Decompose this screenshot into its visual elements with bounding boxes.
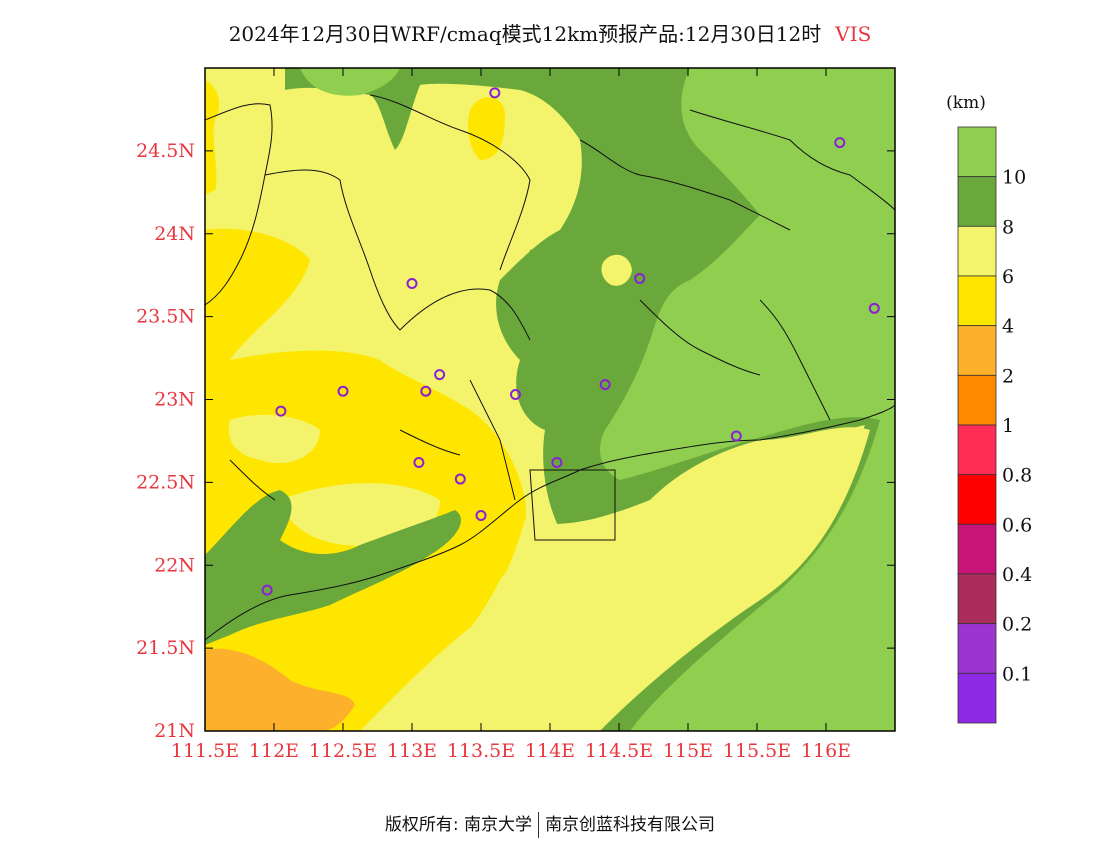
field-vis-6-8-patch-a: [228, 414, 320, 464]
field-vis-4-6-north: [205, 80, 220, 195]
copyright-footer: 版权所有: 南京大学 南京创蓝科技有限公司: [0, 810, 1100, 838]
legend-swatch: [957, 474, 997, 525]
footer-left: 版权所有: 南京大学: [384, 815, 533, 835]
variable-label: VIS: [835, 22, 872, 46]
lon-tick-label: 116E: [801, 740, 851, 762]
title-text: 2024年12月30日WRF/cmaq模式12km预报产品:12月30日12时: [228, 22, 822, 46]
legend-swatch: [957, 672, 997, 724]
boundary-line: [469, 379, 516, 501]
lat-axis: 21N 21.5N 22N 22.5N 23N 23.5N 24N 24.5N: [136, 140, 895, 742]
legend-swatch: [957, 374, 997, 426]
lat-tick-label: 23N: [154, 389, 195, 411]
station-marker: [406, 277, 418, 289]
station-marker: [434, 369, 446, 381]
map-title: 2024年12月30日WRF/cmaq模式12km预报产品:12月30日12时 V…: [0, 18, 1100, 47]
lon-tick-label: 111.5E: [171, 740, 239, 762]
legend-label: 0.1: [1002, 663, 1032, 685]
legend-label: 1: [1002, 415, 1014, 437]
station-marker: [868, 302, 880, 314]
lon-tick-label: 115E: [663, 740, 713, 762]
legend-label: 0.4: [1002, 564, 1032, 586]
boundary-line: [689, 109, 895, 211]
station-marker: [475, 510, 487, 522]
lat-tick-label: 22.5N: [136, 471, 195, 493]
legend-swatch: [957, 523, 997, 575]
field-vis-6-8-sea: [360, 425, 865, 731]
lat-tick-label: 24.5N: [136, 140, 195, 162]
field-vis-8-10-west: [205, 490, 461, 645]
lon-axis: 111.5E 112E 112.5E 113E 113.5E 114E 114.5E 115E…: [171, 68, 851, 762]
footer-separator: [538, 812, 540, 838]
lat-tick-label: 21N: [154, 720, 195, 742]
lat-tick-label: 21.5N: [136, 637, 195, 659]
lon-tick-label: 113.5E: [447, 740, 515, 762]
legend-swatch: [957, 325, 997, 376]
boundary-line: [579, 139, 791, 231]
field-vis-gt10-north: [300, 68, 400, 96]
legend-label: 4: [1002, 316, 1014, 338]
station-marker: [337, 385, 349, 397]
visibility-field: [205, 68, 895, 731]
field-vis-8-10-pocket: [527, 246, 605, 400]
legend-swatch: [957, 176, 997, 227]
boundary-lines: [205, 94, 895, 641]
station-marker: [634, 273, 646, 285]
lat-tick-label: 23.5N: [136, 306, 195, 328]
boundary-line: [529, 469, 616, 541]
legend-label: 8: [1002, 216, 1014, 238]
footer-right: 南京创蓝科技有限公司: [545, 815, 716, 835]
color-legend: 10 8 6 4 2 1 0.8 0.6 0.4 0.2 0.1: [957, 126, 1032, 724]
boundary-line: [399, 288, 531, 341]
lon-tick-label: 112.5E: [309, 740, 377, 762]
station-marker: [834, 137, 846, 149]
field-vis-4-6-patch: [468, 97, 505, 160]
station-marker: [599, 379, 611, 391]
boundary-line: [369, 94, 531, 271]
field-vis-6-8-patch-b: [280, 483, 440, 546]
field-vis-6-8-patch-c: [601, 254, 632, 286]
station-marker: [730, 430, 742, 442]
legend-swatch: [957, 573, 997, 625]
legend-label: 0.2: [1002, 614, 1032, 636]
legend-swatch: [957, 225, 997, 277]
field-vis-2-4: [205, 648, 355, 731]
station-marker: [489, 87, 501, 99]
legend-label: 0.8: [1002, 465, 1032, 487]
boundary-line: [639, 299, 761, 376]
station-marker: [454, 473, 466, 485]
station-markers: [261, 87, 880, 596]
lat-tick-label: 24N: [154, 223, 195, 245]
lon-tick-label: 112E: [249, 740, 299, 762]
boundary-line: [759, 299, 831, 421]
field-vis-gt10-sea: [640, 460, 895, 731]
legend-swatch: [957, 424, 997, 476]
legend-unit: (km): [946, 93, 986, 113]
lon-tick-label: 114E: [525, 740, 575, 762]
lat-tick-label: 22N: [154, 554, 195, 576]
station-marker: [420, 385, 432, 397]
lon-tick-label: 114.5E: [585, 740, 653, 762]
legend-label: 0.6: [1002, 514, 1032, 536]
lon-tick-label: 113E: [387, 740, 437, 762]
boundary-line: [229, 459, 276, 501]
legend-label: 10: [1002, 167, 1026, 189]
legend-swatch: [957, 275, 997, 327]
station-marker: [510, 389, 521, 401]
boundary-line: [264, 169, 401, 331]
legend-swatch: [957, 126, 997, 178]
lon-tick-label: 115.5E: [723, 740, 791, 762]
station-marker: [551, 456, 563, 468]
station-marker: [275, 405, 287, 417]
boundary-line: [399, 429, 461, 456]
coastline: [205, 404, 895, 641]
station-marker: [413, 456, 425, 468]
field-vis-gt10-east: [600, 68, 895, 731]
station-marker: [261, 584, 273, 596]
legend-label: 2: [1002, 365, 1014, 387]
legend-label: 6: [1002, 266, 1014, 288]
legend-swatch: [957, 623, 997, 674]
